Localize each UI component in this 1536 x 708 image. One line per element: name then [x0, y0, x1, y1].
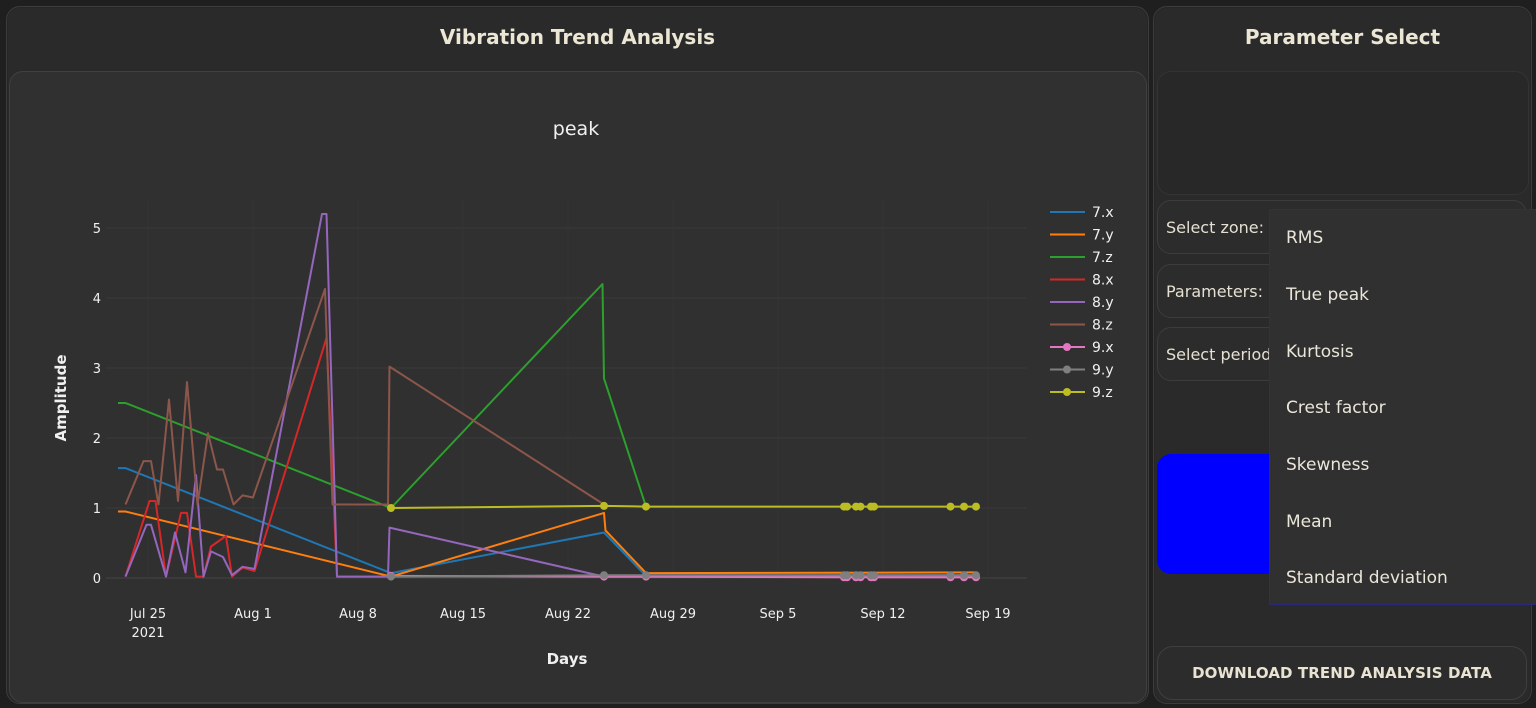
legend-item-9-x[interactable]: 9.x: [1050, 340, 1114, 356]
x-tick-label: Sep 5: [760, 607, 797, 622]
x-tick-label: Aug 15: [440, 607, 486, 622]
y-tick-label: 0: [93, 572, 101, 587]
trend-analysis-panel: Vibration Trend Analysis peak 0 1 2 3 4 5 Jul…: [6, 6, 1149, 704]
y-axis-label: Amplitude: [52, 354, 70, 441]
legend-label: 9.x: [1092, 340, 1114, 356]
x-axis-label: Days: [547, 650, 588, 668]
legend-item-8-y[interactable]: 8.y: [1050, 295, 1114, 311]
x-tick-label: Aug 29: [650, 607, 696, 622]
panel-title: Vibration Trend Analysis: [439, 25, 716, 49]
x-tick-label: Sep 19: [965, 607, 1010, 622]
dropdown-item-kurtosis[interactable]: Kurtosis: [1286, 341, 1354, 362]
chart-title: peak: [553, 118, 599, 140]
download-trend-data-button[interactable]: DOWNLOAD TREND ANALYSIS DATA: [1157, 646, 1527, 700]
dropdown-item-standard-deviation[interactable]: Standard deviation: [1286, 568, 1448, 589]
y-axis-ticks: 0 1 2 3 4 5: [93, 222, 101, 587]
x-tick-label: Aug 22: [545, 607, 591, 622]
y-tick-label: 4: [93, 292, 101, 307]
x-tick-label: Aug 1: [234, 607, 272, 622]
series-9-y: [387, 571, 980, 581]
x-tick-label: Aug 8: [339, 607, 377, 622]
series-8-y: [124, 213, 977, 579]
dropdown-item-mean[interactable]: Mean: [1286, 511, 1333, 532]
chart-grid: [106, 201, 1027, 579]
series-lines: [118, 213, 980, 582]
dropdown-item-rms[interactable]: RMS: [1286, 228, 1324, 249]
legend-label: 7.y: [1092, 228, 1114, 244]
parameter-info-box: [1157, 71, 1529, 195]
chart-legend[interactable]: 7.x 7.y 7.z 8.x 8.y 8.z 9.x 9.y 9.z: [1050, 205, 1114, 401]
select-zone-label: Select zone:: [1166, 217, 1265, 237]
dropdown-item-skewness[interactable]: Skewness: [1286, 455, 1370, 476]
legend-item-8-z[interactable]: 8.z: [1050, 318, 1113, 334]
series-8-z: [124, 287, 605, 506]
legend-item-7-y[interactable]: 7.y: [1050, 228, 1114, 244]
legend-item-7-x[interactable]: 7.x: [1050, 205, 1114, 221]
trend-chart[interactable]: peak 0 1 2 3 4 5 Jul 25 2021 Aug 1 Aug 8 Aug 15 Au…: [1, 1, 1151, 708]
y-tick-label: 2: [93, 432, 101, 447]
legend-item-9-y[interactable]: 9.y: [1050, 363, 1114, 379]
legend-label: 7.z: [1092, 250, 1113, 266]
legend-label: 8.y: [1092, 295, 1114, 311]
dropdown-item-crest-factor[interactable]: Crest factor: [1286, 398, 1386, 419]
legend-label: 8.x: [1092, 273, 1114, 289]
legend-label: 8.z: [1092, 318, 1113, 334]
x-axis-ticks: Jul 25 2021 Aug 1 Aug 8 Aug 15 Aug 22 Aug 29 Se…: [129, 607, 1011, 641]
legend-item-9-z[interactable]: 9.z: [1050, 385, 1113, 401]
legend-label: 9.z: [1092, 385, 1113, 401]
legend-item-7-z[interactable]: 7.z: [1050, 250, 1113, 266]
legend-item-8-x[interactable]: 8.x: [1050, 273, 1114, 289]
x-tick-label: Sep 12: [860, 607, 905, 622]
y-tick-label: 5: [93, 222, 101, 237]
y-tick-label: 1: [93, 502, 101, 517]
x-tick-label: Jul 25: [129, 607, 166, 622]
select-period-label: Select period: [1166, 344, 1272, 364]
y-tick-label: 3: [93, 362, 101, 377]
series-7-z: [118, 283, 647, 509]
dropdown-item-true-peak[interactable]: True peak: [1286, 285, 1370, 306]
series-7-x: [118, 467, 977, 577]
legend-label: 7.x: [1092, 205, 1114, 221]
series-9-z: [387, 501, 980, 512]
x-tick-year: 2021: [131, 626, 164, 641]
panel-title: Parameter Select: [1244, 25, 1441, 49]
chart-card: peak 0 1 2 3 4 5 Jul 25 2021 Aug 1 Aug 8 Aug 15 Au…: [9, 71, 1147, 703]
parameters-dropdown-menu[interactable]: RMS True peak Kurtosis Crest factor Skew…: [1269, 209, 1536, 605]
legend-label: 9.y: [1092, 363, 1114, 379]
parameters-label: Parameters:: [1166, 281, 1263, 301]
